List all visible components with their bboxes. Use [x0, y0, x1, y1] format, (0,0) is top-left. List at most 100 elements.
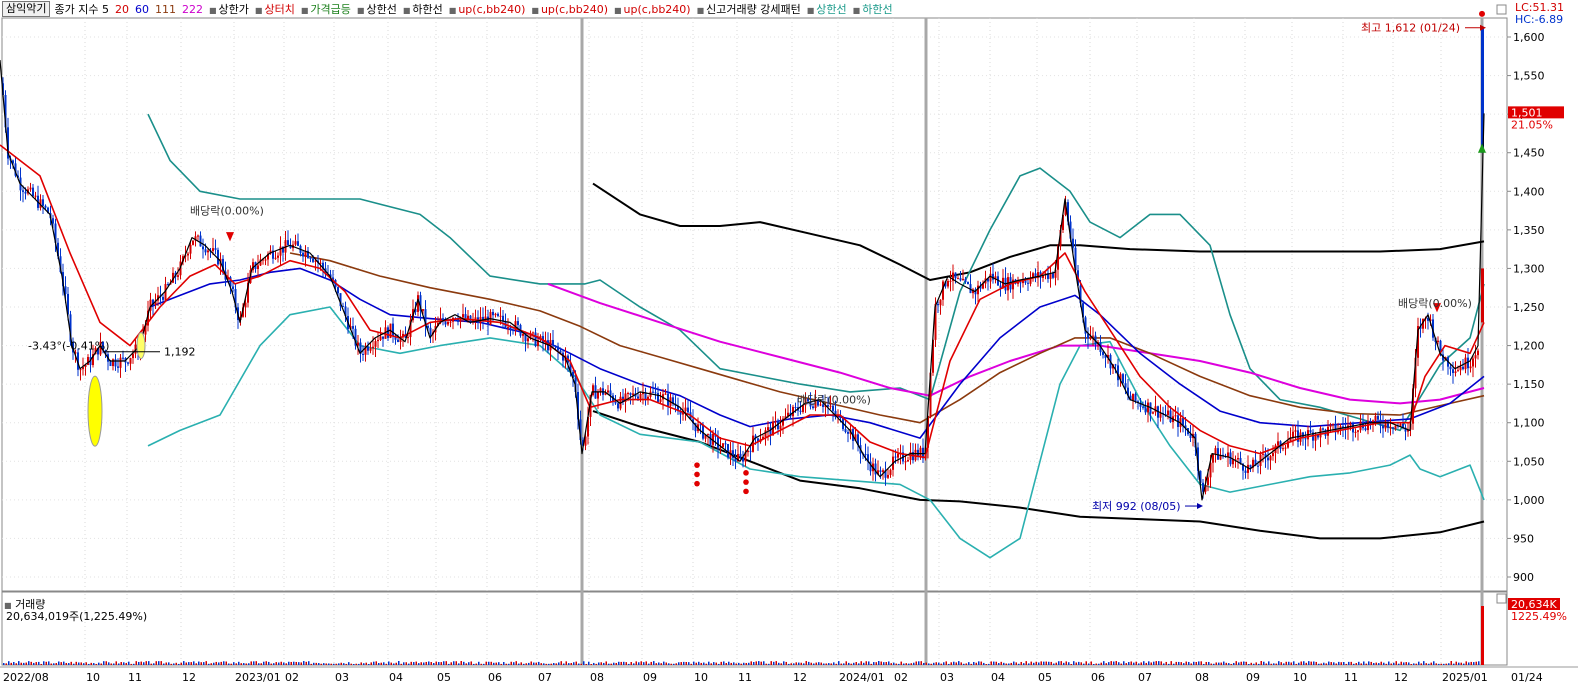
volume-bar [663, 661, 665, 665]
candle-body [1389, 427, 1392, 429]
volume-bar [1183, 663, 1185, 665]
candle-body [654, 392, 657, 394]
candle-body [64, 286, 67, 294]
legend-item[interactable]: ■ 상한선 [357, 3, 397, 16]
volume-bar [1135, 661, 1137, 665]
volume-bar [1103, 661, 1105, 665]
legend-item[interactable]: ■ 상터치 [255, 3, 295, 16]
volume-bar [1333, 662, 1335, 665]
volume-bar [475, 663, 477, 665]
candle-body [1252, 459, 1254, 468]
legend-item[interactable]: ■ 가격급등 [301, 3, 351, 16]
volume-bar [983, 662, 985, 665]
volume-bar [865, 661, 867, 665]
legend-item[interactable]: ■ up(c,bb240) [449, 3, 526, 16]
volume-bar [220, 661, 222, 665]
legend-item[interactable]: ■ 하한선 [853, 3, 893, 16]
volume-bar [350, 663, 352, 665]
volume-bar [410, 661, 412, 665]
volume-bar [1045, 661, 1047, 665]
volume-bar [923, 662, 925, 665]
volume-bar [295, 661, 297, 665]
volume-bar [863, 662, 865, 665]
volume-bar [690, 663, 692, 665]
legend-item[interactable]: ■ 상한가 [209, 3, 249, 16]
legend-item[interactable]: ■ up(c,bb240) [614, 3, 691, 16]
volume-bar [1435, 663, 1437, 665]
candle-body [244, 302, 247, 308]
candle-body [1129, 395, 1132, 401]
candle-body [399, 337, 402, 342]
volume-bar [445, 661, 447, 665]
volume-bar [438, 662, 440, 665]
volume-bar [515, 661, 517, 665]
x-tick-label: 11 [128, 671, 142, 684]
volume-bar [265, 661, 267, 665]
volume-bar [1308, 661, 1310, 665]
volume-bar [768, 663, 770, 665]
legend-title[interactable]: 삼익악기 [2, 1, 51, 17]
candle-body [1117, 365, 1119, 381]
volume-bar [755, 661, 757, 665]
candle-body [1314, 434, 1317, 441]
volume-bar [1263, 661, 1265, 665]
volume-bar [583, 661, 585, 665]
candle-body [1204, 485, 1207, 492]
volume-bar [1158, 661, 1160, 665]
volume-bar [483, 663, 485, 665]
volume-bar [915, 661, 917, 665]
candle-body [762, 436, 764, 439]
volume-bar [1030, 661, 1032, 665]
volume-bar [160, 661, 162, 665]
volume-bar [325, 663, 327, 665]
volume-bar [1170, 661, 1172, 665]
candle-body [1432, 319, 1434, 338]
volume-bar [1168, 663, 1170, 665]
candle-body [1042, 275, 1044, 278]
candle-body [1174, 415, 1177, 417]
legend-item[interactable]: ■ 상한선 [807, 3, 847, 16]
candle-body [644, 392, 647, 400]
volume-bar [270, 663, 272, 665]
legend-item[interactable]: 20 [115, 3, 129, 16]
legend-item[interactable]: ■ 하한선 [403, 3, 443, 16]
candle-body [659, 399, 662, 402]
volume-bar [635, 661, 637, 665]
legend-item[interactable]: 60 [135, 3, 149, 16]
volume-bar [468, 662, 470, 665]
candle-body [607, 390, 609, 393]
candle-body [769, 427, 772, 436]
volume-bar [1155, 661, 1157, 665]
candle-body [332, 277, 334, 280]
high-arrow-icon [1480, 24, 1486, 31]
candle-body [457, 319, 459, 322]
volume-bar [860, 661, 862, 665]
legend-item[interactable]: ■ 신고거래량 강세패턴 [697, 3, 801, 16]
candle-body [54, 223, 57, 243]
volume-bar [1035, 661, 1037, 665]
volume-bar [343, 663, 345, 665]
volume-bar [773, 661, 775, 665]
legend-item[interactable]: 종가 지수 5 [54, 3, 108, 16]
volume-bar [1473, 662, 1475, 665]
volume-bar [390, 662, 392, 665]
volume-bar [288, 661, 290, 665]
candle-body [1374, 415, 1377, 421]
candle-body [322, 262, 324, 269]
candle-body [1439, 340, 1442, 355]
x-tick-label: 04 [991, 671, 1005, 684]
candle-body [734, 457, 737, 462]
volume-bar [800, 662, 802, 665]
candle-body [929, 372, 932, 417]
signal-dot [694, 462, 700, 468]
volume-bar [490, 661, 492, 665]
volume-bar [315, 662, 317, 665]
legend-item[interactable]: ■ up(c,bb240) [531, 3, 608, 16]
candle-body [319, 262, 322, 264]
legend-item[interactable]: 222 [182, 3, 203, 16]
volume-bar [813, 663, 815, 665]
legend-item[interactable]: 111 [155, 3, 176, 16]
candle-body [182, 256, 184, 262]
volume-bar [268, 661, 270, 665]
candle-body [1094, 335, 1097, 345]
